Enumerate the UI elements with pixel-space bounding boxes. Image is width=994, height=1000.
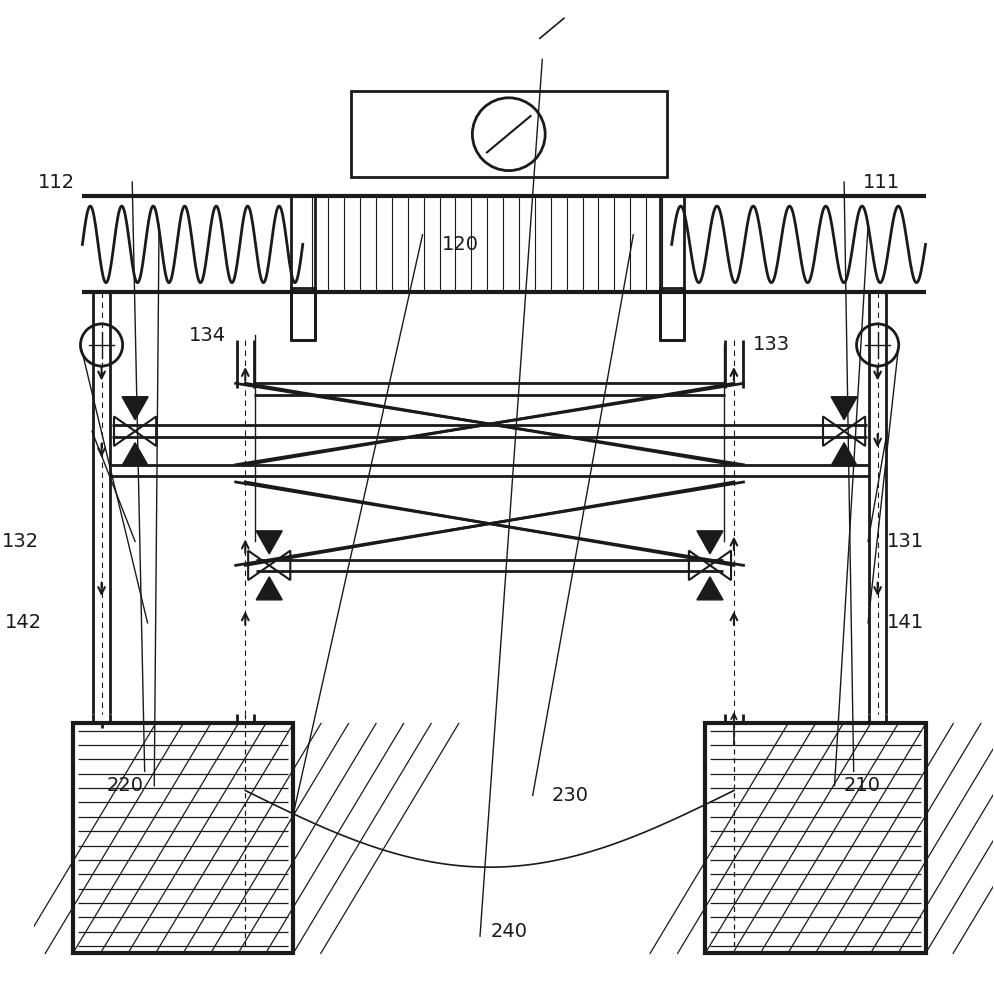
Text: 120: 120 <box>442 235 479 254</box>
Polygon shape <box>697 531 723 554</box>
Text: 134: 134 <box>189 326 226 345</box>
Circle shape <box>81 324 122 366</box>
Text: 112: 112 <box>38 173 75 192</box>
Circle shape <box>857 324 899 366</box>
Polygon shape <box>844 416 865 446</box>
Bar <box>705 723 925 953</box>
Text: 240: 240 <box>490 922 527 941</box>
Polygon shape <box>248 551 269 580</box>
Polygon shape <box>135 416 156 446</box>
Polygon shape <box>697 577 723 600</box>
Polygon shape <box>256 577 282 600</box>
Text: 132: 132 <box>2 532 40 551</box>
Text: 141: 141 <box>888 613 924 632</box>
Bar <box>291 288 315 340</box>
Polygon shape <box>823 416 844 446</box>
Bar <box>351 91 667 177</box>
Text: 210: 210 <box>844 776 881 795</box>
Text: 131: 131 <box>888 532 924 551</box>
Bar <box>73 723 293 953</box>
Text: 111: 111 <box>863 173 901 192</box>
Polygon shape <box>114 416 135 446</box>
Circle shape <box>472 98 545 171</box>
Polygon shape <box>269 551 290 580</box>
Bar <box>660 288 684 340</box>
Polygon shape <box>710 551 731 580</box>
Polygon shape <box>689 551 710 580</box>
Polygon shape <box>256 531 282 554</box>
Text: 133: 133 <box>753 335 790 354</box>
Polygon shape <box>831 443 857 466</box>
Text: 230: 230 <box>552 786 588 805</box>
Text: 220: 220 <box>106 776 143 795</box>
Polygon shape <box>122 443 148 466</box>
Polygon shape <box>122 397 148 420</box>
Polygon shape <box>831 397 857 420</box>
Text: 142: 142 <box>5 613 42 632</box>
